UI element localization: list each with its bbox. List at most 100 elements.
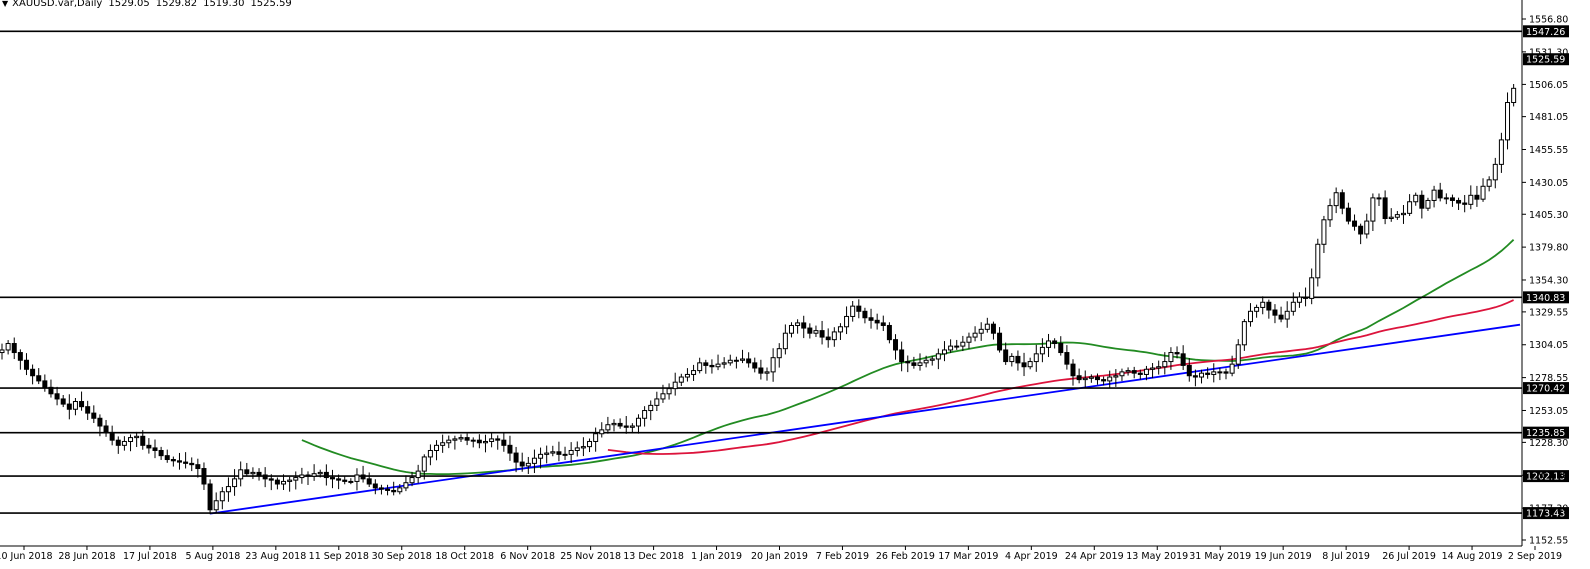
candle-body-down <box>17 352 23 361</box>
chart-header: ▼ XAUUSD.var,Daily 1529.05 1529.82 1519.30 15… <box>2 0 292 9</box>
candle-body-up <box>434 444 440 451</box>
candle-body-up <box>954 345 960 348</box>
trend-line-blue[interactable] <box>209 323 1521 515</box>
candle <box>1437 182 1443 202</box>
moving-average-red[interactable] <box>607 299 1514 455</box>
candle <box>329 469 335 489</box>
candle <box>984 317 990 333</box>
candle-body-up <box>427 449 433 458</box>
candle-body-up <box>599 429 605 435</box>
candle-body-up <box>984 323 990 330</box>
candle <box>1223 368 1229 380</box>
candle-body-down <box>1449 197 1455 201</box>
candle <box>170 456 176 467</box>
candle-body-up <box>281 480 287 485</box>
candle-body-up <box>72 401 78 410</box>
candle-body-up <box>1113 375 1119 378</box>
level-price-tag-bg <box>1523 291 1569 304</box>
candle-body-up <box>1486 179 1492 187</box>
candle <box>935 348 941 370</box>
candle <box>495 435 501 450</box>
candle-body-up <box>1480 185 1486 200</box>
candle-body-down <box>1462 202 1468 205</box>
candle-body-up <box>678 376 684 383</box>
candle-body-up <box>1394 214 1400 218</box>
level-price-tag: 1202.13 <box>1526 472 1565 483</box>
candle <box>1254 304 1260 318</box>
candle <box>531 449 537 474</box>
candle-body-down <box>495 438 501 441</box>
candle-body-up <box>0 349 5 354</box>
price-axis: 1556.80 1531.30 1506.05 1481.05 1455.55 1430.… <box>0 0 1568 547</box>
candle <box>5 340 11 355</box>
candle-body-up <box>1321 219 1327 245</box>
candle-body-down <box>617 422 623 427</box>
candle <box>837 323 843 340</box>
candle <box>1394 211 1400 220</box>
candle-body-up <box>1241 321 1247 346</box>
price-tick-label: 1278.55 <box>1529 373 1568 384</box>
candle <box>256 468 262 481</box>
candle-body-up <box>225 486 231 493</box>
candle <box>825 328 831 348</box>
candle <box>354 468 360 491</box>
candle <box>941 341 947 362</box>
candle <box>1309 268 1315 305</box>
candle-body-up <box>648 404 654 412</box>
candle <box>1003 342 1009 365</box>
candle <box>1449 194 1455 207</box>
candle-body-up <box>1413 194 1419 203</box>
candle-body-up <box>1046 340 1052 348</box>
candle <box>1266 299 1272 319</box>
candle <box>801 315 807 339</box>
high-value: 1529.82 <box>155 0 198 9</box>
candle-body-up <box>415 470 421 479</box>
candle <box>960 335 966 352</box>
candle-body-up <box>1107 376 1113 382</box>
candle <box>1443 193 1449 205</box>
time-tick-label: 14 Aug 2019 <box>1442 551 1503 562</box>
candle-body-up <box>1229 363 1235 374</box>
candle-body-up <box>837 326 843 333</box>
candle-body-down <box>342 479 348 482</box>
candle-body-down <box>372 483 378 489</box>
candle <box>1131 366 1137 379</box>
candle-body-down <box>1076 375 1082 381</box>
time-tick-label: 30 Sep 2018 <box>372 551 432 562</box>
candle-body-up <box>782 332 788 350</box>
candle <box>1431 185 1437 208</box>
candle <box>874 313 880 330</box>
candle-body-up <box>121 440 127 446</box>
candle <box>452 435 458 450</box>
candle-body-up <box>1370 197 1376 222</box>
candle-body-up <box>1333 192 1339 207</box>
candle-body-down <box>115 439 121 446</box>
candle-body-up <box>844 315 850 328</box>
candle-body-up <box>403 482 409 489</box>
candle-body-down <box>164 455 170 461</box>
time-tick-label: 25 Nov 2018 <box>560 551 621 562</box>
candle <box>599 422 605 438</box>
candle <box>587 438 593 453</box>
candle <box>678 373 684 387</box>
dropdown-triangle-icon[interactable]: ▼ <box>2 0 9 8</box>
candle-body-down <box>623 425 629 428</box>
price-tick-label: 1405.30 <box>1529 210 1568 221</box>
candle <box>360 465 366 483</box>
candle <box>1290 292 1296 316</box>
candle <box>1162 352 1168 375</box>
candle <box>85 400 91 420</box>
price-tick-label: 1506.05 <box>1529 80 1568 91</box>
candles <box>0 83 1517 515</box>
candle-body-down <box>1101 379 1107 382</box>
candle-body-down <box>1174 352 1180 355</box>
candle <box>366 472 372 487</box>
price-tick-label: 1253.05 <box>1529 406 1568 417</box>
candle-body-down <box>274 479 280 485</box>
candle-body-down <box>85 406 91 414</box>
level-price-tag-bg <box>1523 426 1569 439</box>
candle-body-up <box>1327 205 1333 221</box>
time-tick-label: 20 Jan 2019 <box>751 551 808 562</box>
candle-body-down <box>1303 296 1309 299</box>
